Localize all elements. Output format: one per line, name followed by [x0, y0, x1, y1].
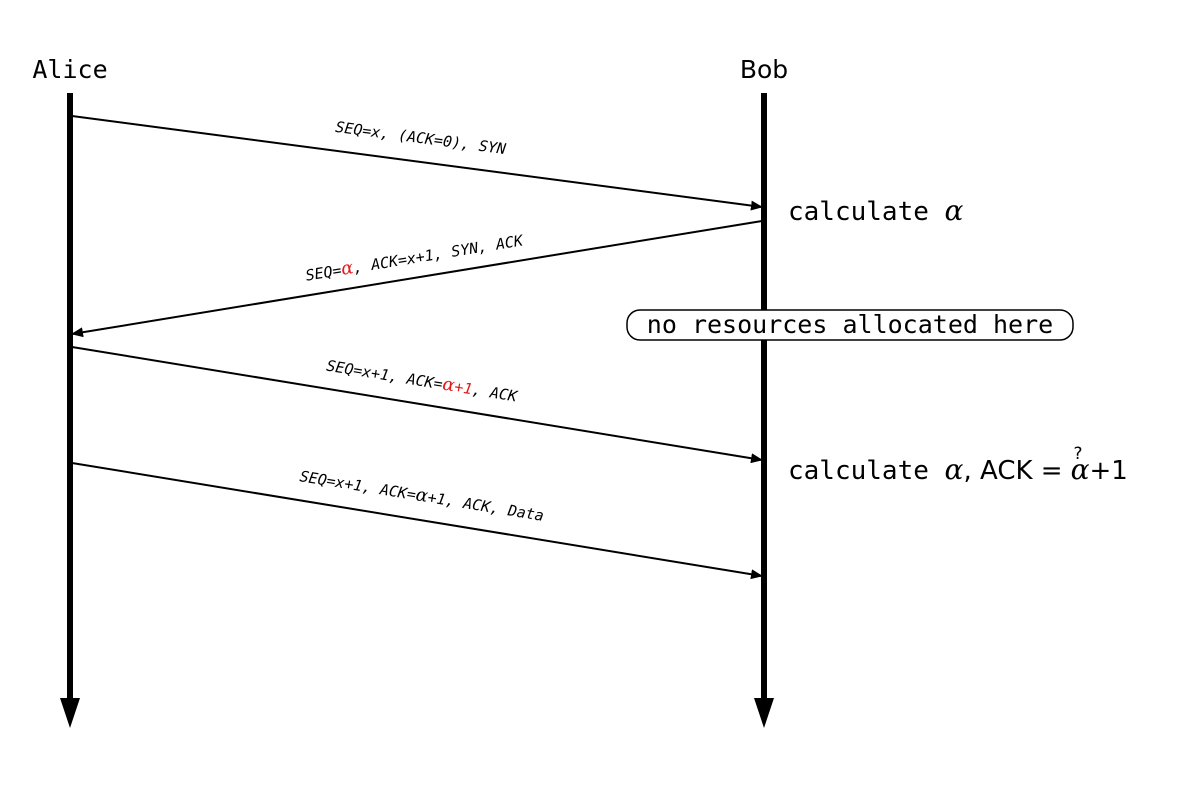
message-arrow-syn-ack [71, 220, 763, 338]
verify-alpha: α [1071, 453, 1090, 486]
message-label-part: SEQ= [304, 261, 343, 285]
message-label-part: SEQ=x+1, ACK= [298, 467, 417, 504]
message-label-part: +1, ACK, Data [426, 488, 545, 525]
message-label-ack: SEQ=x+1, ACK=α+1, ACK [325, 355, 520, 407]
calculate-alpha-note: calculate α [788, 194, 964, 227]
message-label-part: SEQ=x, (ACK=0), SYN [334, 118, 507, 158]
message-label-part: SEQ=x+1, ACK= [325, 357, 444, 394]
message-label-part: , ACK=x+1, SYN, ACK [352, 231, 525, 277]
message-arrow-data [71, 462, 763, 580]
message-label-data: SEQ=x+1, ACK=α+1, ACK, Data [298, 465, 545, 526]
message-label-part: +1 [453, 378, 474, 399]
alice-lifeline-arrowhead [60, 698, 80, 728]
message-label-part: α [414, 484, 429, 507]
participant-bob-label: Bob [740, 55, 788, 84]
message-arrow-ack [71, 346, 763, 464]
message-label-part: α [441, 374, 456, 397]
message-label-syn: SEQ=x, (ACK=0), SYN [334, 118, 507, 158]
question-mark: ? [1073, 444, 1082, 464]
questioned-equals: = [1041, 456, 1063, 486]
calculate-verify-note: calculate α, ACK = α+1 [788, 453, 1128, 486]
message-arrow-syn [71, 115, 763, 211]
bob-lifeline-arrowhead [754, 698, 774, 728]
message-label-part: , ACK [471, 380, 519, 405]
message-label-part: α [340, 257, 355, 280]
resources-note-text: no resources allocated here [647, 310, 1053, 339]
resources-note-box [626, 309, 1074, 341]
participant-alice-label: Alice [32, 55, 107, 84]
